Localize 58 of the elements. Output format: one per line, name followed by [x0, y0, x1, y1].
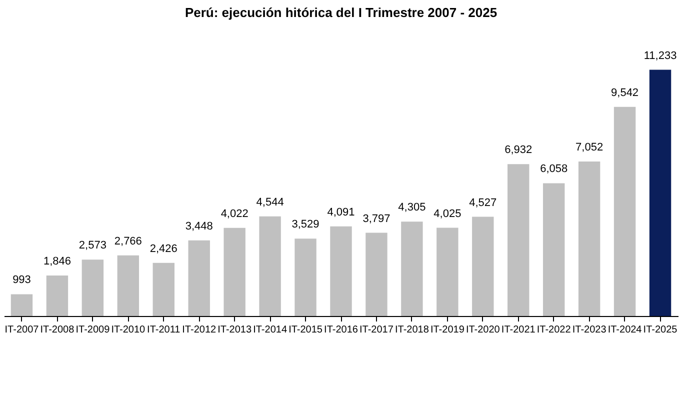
- data-label: 9,542: [611, 86, 639, 99]
- data-label: 2,426: [150, 242, 178, 255]
- data-label: 993: [12, 274, 31, 286]
- data-label: 4,527: [469, 196, 497, 209]
- bar: [82, 260, 104, 316]
- data-label: 3,797: [362, 212, 390, 225]
- bar: [259, 216, 281, 316]
- data-label: 4,305: [398, 202, 426, 214]
- data-label: 4,025: [434, 208, 462, 220]
- bar: [649, 70, 672, 316]
- x-tick-label: IT-2008: [40, 324, 75, 336]
- bar: [10, 294, 33, 316]
- data-label: 4,091: [327, 206, 355, 218]
- bar: [578, 161, 600, 316]
- data-label: 11,233: [644, 50, 677, 62]
- data-label: 2,573: [78, 240, 106, 252]
- bar: [366, 232, 388, 316]
- x-tick-label: IT-2023: [572, 324, 607, 336]
- bar: [46, 276, 68, 316]
- x-tick-label: IT-2009: [76, 324, 110, 336]
- bar: [614, 106, 636, 316]
- data-label: 6,058: [540, 163, 568, 176]
- data-label: 4,544: [256, 196, 284, 208]
- bar: [401, 222, 423, 316]
- bar: [152, 262, 174, 316]
- bar: [224, 228, 246, 316]
- chart-title: Perú: ejecución hitórica del I Trimestre 2007 - 2025: [184, 4, 498, 20]
- x-tick-label: IT-2011: [147, 324, 181, 336]
- bar: [436, 228, 458, 316]
- bar: [330, 226, 352, 316]
- x-tick-label: IT-2019: [430, 324, 465, 336]
- bar: [542, 183, 565, 316]
- bar: [508, 164, 530, 316]
- x-tick-label: IT-2024: [608, 324, 642, 336]
- data-label: 6,932: [504, 144, 532, 156]
- data-label: 2,766: [114, 235, 142, 248]
- x-tick-label: IT-2022: [536, 324, 572, 336]
- data-label: 1,846: [43, 256, 71, 268]
- x-tick-label: IT-2016: [324, 324, 358, 336]
- x-tick-label: IT-2017: [360, 324, 394, 336]
- data-label: 4,022: [220, 208, 248, 220]
- x-tick-label: IT-2015: [288, 324, 323, 336]
- x-tick-label: IT-2013: [218, 324, 252, 336]
- bar: [188, 240, 210, 316]
- x-tick-label: IT-2025: [643, 324, 678, 336]
- data-label: 7,052: [576, 141, 604, 154]
- x-tick-label: IT-2007: [4, 324, 40, 336]
- x-tick-label: IT-2012: [182, 324, 216, 336]
- x-tick-label: IT-2021: [501, 324, 536, 336]
- x-tick-label: IT-2018: [394, 324, 430, 336]
- x-tick-label: IT-2020: [466, 324, 500, 336]
- data-label: 3,448: [185, 220, 213, 232]
- bar: [117, 255, 140, 316]
- x-tick-label: IT-2014: [253, 324, 288, 336]
- bar: [294, 238, 316, 316]
- x-tick-label: IT-2010: [111, 324, 146, 336]
- bar: [472, 216, 494, 316]
- data-label: 3,529: [292, 218, 320, 231]
